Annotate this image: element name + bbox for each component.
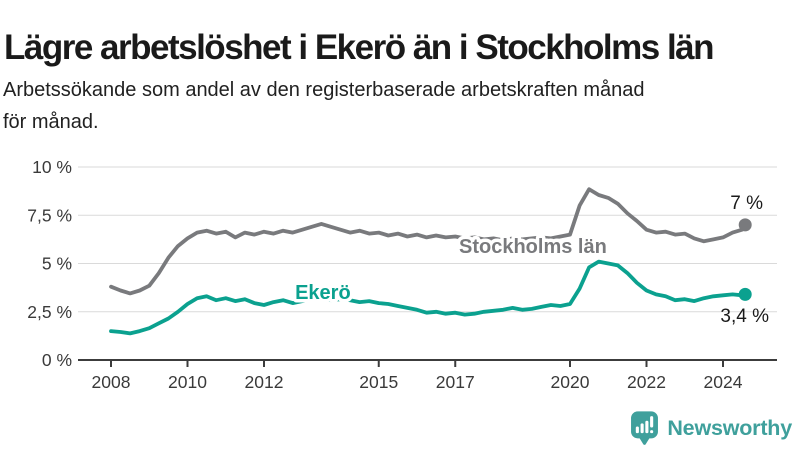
y-axis-tick-label: 0 % (42, 350, 72, 370)
series-label-stockholms-l-n: Stockholms län (459, 236, 607, 258)
series-label-eker-: Ekerö (295, 282, 351, 304)
x-axis-tick-label: 2010 (168, 372, 207, 392)
x-axis-tick-label: 2008 (92, 372, 131, 392)
bar-chart-glyph (636, 416, 654, 434)
x-axis-tick-label: 2024 (704, 372, 743, 392)
series-end-value-stockholms-l-n: 7 % (730, 193, 763, 214)
y-axis-tick-label: 2,5 % (27, 302, 72, 322)
series-line-stockholms-l-n (109, 187, 748, 296)
series-end-dot-eker- (738, 287, 752, 301)
x-axis-tick-label: 2012 (245, 372, 284, 392)
series-line-eker- (109, 259, 748, 336)
subtitle-line-2: för månad. (3, 111, 99, 133)
x-axis-tick-label: 2022 (627, 372, 666, 392)
newsworthy-wordmark: Newsworthy (667, 415, 792, 440)
x-axis-tick-label: 2017 (436, 372, 475, 392)
subtitle-line-1: Arbetssökande som andel av den registerb… (3, 79, 645, 101)
y-axis-tick-label: 5 % (42, 254, 72, 274)
page-title: Lägre arbetslöshet i Ekerö än i Stockhol… (4, 28, 715, 68)
newsworthy-bubble-icon (631, 411, 659, 445)
y-axis-tick-label: 10 % (32, 157, 72, 177)
series-end-dot-stockholms-l-n (738, 218, 752, 232)
chart-subtitle: Arbetssökande som andel av den registerb… (3, 74, 783, 138)
series-end-value-eker-: 3,4 % (720, 306, 769, 327)
y-axis-tick-label: 7,5 % (27, 205, 72, 225)
newsworthy-logo: Newsworthy (630, 410, 792, 446)
x-axis-tick-label: 2020 (551, 372, 590, 392)
x-axis-tick-label: 2015 (359, 372, 398, 392)
